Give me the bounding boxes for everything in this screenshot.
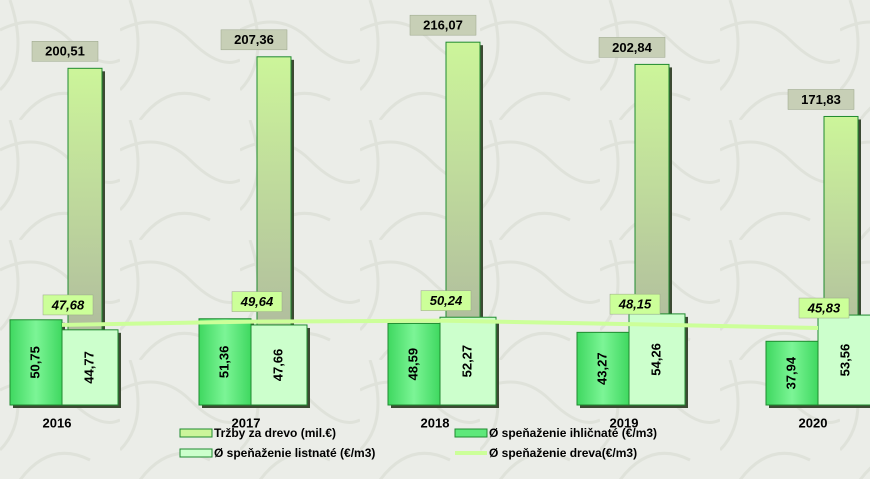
data-label: 47,66 bbox=[270, 349, 285, 382]
x-tick-label: 2017 bbox=[232, 415, 261, 430]
line bbox=[61, 318, 819, 331]
data-label: 37,94 bbox=[783, 356, 798, 389]
data-label: 47,68 bbox=[51, 297, 85, 312]
data-label: 207,36 bbox=[234, 32, 274, 47]
bar bbox=[765, 340, 819, 406]
bar bbox=[439, 316, 497, 406]
x-tick-label: 2018 bbox=[421, 415, 450, 430]
bar bbox=[250, 324, 308, 406]
label-box bbox=[220, 29, 288, 51]
data-label: 53,56 bbox=[837, 344, 852, 377]
legend-swatch bbox=[179, 448, 213, 458]
data-label: 44,77 bbox=[81, 351, 96, 384]
data-label: 171,83 bbox=[801, 92, 841, 107]
data-label: 48,15 bbox=[618, 297, 652, 312]
label-box bbox=[31, 41, 99, 62]
data-label: 43,27 bbox=[594, 352, 609, 385]
label-box bbox=[598, 37, 666, 58]
data-label: 216,07 bbox=[423, 18, 463, 33]
data-label: 50,24 bbox=[430, 293, 463, 308]
x-tick-label: 2019 bbox=[610, 415, 639, 430]
data-label: 202,84 bbox=[612, 40, 653, 55]
data-label: 49,64 bbox=[240, 294, 274, 309]
bar bbox=[61, 329, 119, 406]
data-label: 51,36 bbox=[216, 346, 231, 379]
label-box bbox=[609, 293, 661, 315]
data-label: 45,83 bbox=[807, 300, 841, 315]
label-box bbox=[231, 291, 283, 312]
data-label: 54,26 bbox=[648, 343, 663, 376]
x-tick-label: 2020 bbox=[799, 415, 828, 430]
label-box bbox=[787, 89, 855, 110]
x-tick-label: 2016 bbox=[43, 415, 72, 430]
bar bbox=[817, 314, 870, 406]
label-box bbox=[42, 294, 94, 316]
bar bbox=[628, 313, 686, 406]
data-label: 48,59 bbox=[405, 348, 420, 381]
legend-label: Ø speňaženie listnaté (€/m3) bbox=[214, 446, 375, 460]
label-box bbox=[798, 297, 850, 319]
legend-label: Tržby za drevo (mil.€) bbox=[214, 426, 336, 440]
label-box bbox=[409, 14, 477, 36]
bar bbox=[198, 318, 252, 406]
data-label: 200,51 bbox=[45, 44, 85, 59]
label-box bbox=[420, 290, 472, 311]
bar bbox=[387, 322, 441, 406]
legend-swatch bbox=[179, 428, 213, 438]
data-label: 52,27 bbox=[459, 345, 474, 378]
data-label: 50,75 bbox=[27, 346, 42, 379]
legend-swatch bbox=[454, 428, 488, 438]
bar bbox=[576, 331, 630, 406]
legend-label: Ø speňaženie dreva(€/m3) bbox=[489, 446, 637, 460]
legend-label: Ø speňaženie ihličnaté (€/m3) bbox=[489, 426, 657, 440]
bar bbox=[9, 319, 63, 406]
